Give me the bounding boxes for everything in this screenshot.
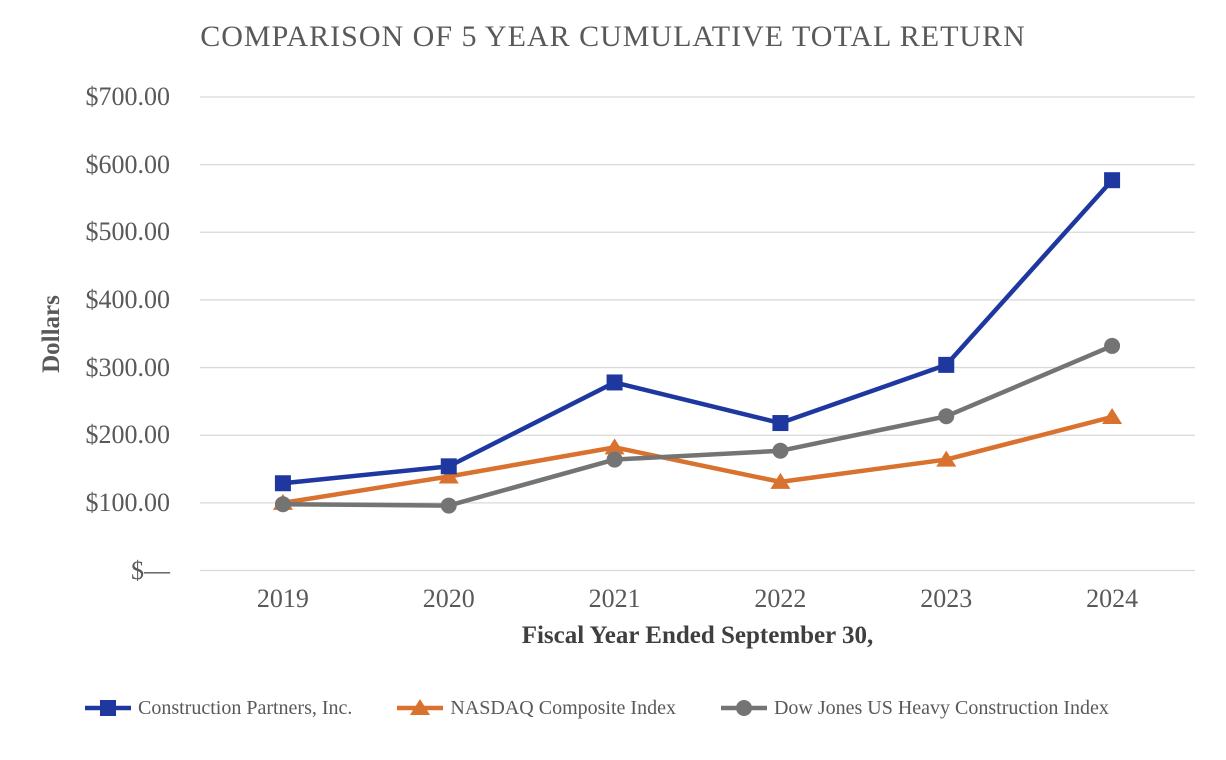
- y-tick-label: $600.00: [85, 149, 171, 179]
- legend-label: NASDAQ Composite Index: [450, 696, 676, 719]
- triangle-series-marker-icon: [397, 699, 444, 715]
- legend-item-dow-jones-heavy-construction: Dow Jones US Heavy Construction Index: [720, 696, 1109, 720]
- legend: Construction Partners, Inc. NASDAQ Compo…: [85, 696, 1109, 720]
- y-tick-label: $—: [131, 555, 170, 585]
- y-tick-label: $200.00: [85, 420, 171, 450]
- y-tick-label: $100.00: [85, 487, 171, 517]
- legend-label: Construction Partners, Inc.: [138, 696, 353, 719]
- square-series-marker-icon: [85, 700, 131, 716]
- y-tick-label: $500.00: [85, 217, 171, 247]
- circle-series-marker-icon: [720, 700, 767, 716]
- legend-item-nasdaq-composite: NASDAQ Composite Index: [397, 696, 676, 720]
- legend-label: Dow Jones US Heavy Construction Index: [773, 696, 1109, 719]
- x-axis-title: Fiscal Year Ended September 30,: [521, 622, 874, 649]
- x-tick-label: 2022: [754, 584, 807, 613]
- x-tick-label: 2023: [920, 584, 973, 613]
- y-tick-label: $400.00: [85, 284, 171, 314]
- x-tick-label: 2024: [1086, 584, 1139, 613]
- chart-title: COMPARISON OF 5 YEAR CUMULATIVE TOTAL RE…: [200, 20, 1026, 53]
- x-tick-label: 2019: [256, 584, 309, 613]
- legend-item-construction-partners: Construction Partners, Inc.: [85, 696, 352, 720]
- y-tick-label: $700.00: [85, 82, 171, 111]
- x-tick-label: 2021: [588, 584, 641, 613]
- x-tick-label: 2020: [422, 584, 475, 613]
- y-tick-label: $300.00: [85, 352, 171, 382]
